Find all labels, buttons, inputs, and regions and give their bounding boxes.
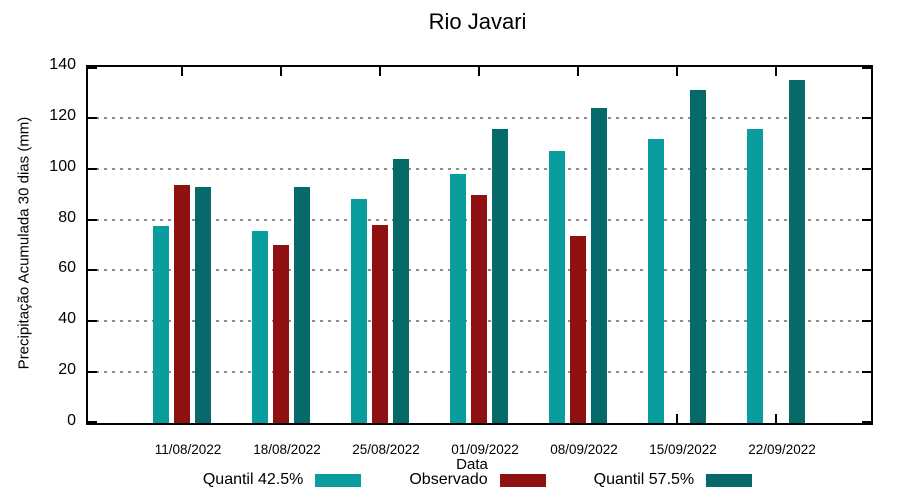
- legend-label: Quantil 57.5%: [593, 471, 695, 488]
- bar-quantil-57.5-: [492, 129, 508, 423]
- y-tick-right: [862, 320, 871, 323]
- legend-entry: Quantil 57.5%: [594, 471, 753, 489]
- gridline-100: [88, 167, 871, 170]
- legend-entry: Observado: [409, 471, 546, 489]
- bar-quantil-57.5-: [789, 79, 805, 423]
- y-tick-right: [862, 67, 871, 69]
- bar-quantil-57.5-: [294, 186, 310, 423]
- bar-quantil-42.5-: [648, 139, 664, 423]
- x-tick-label: 08/09/2022: [550, 442, 618, 457]
- x-tick-top: [676, 67, 678, 76]
- y-tick-label: 20: [58, 361, 76, 379]
- x-tick-bottom: [676, 414, 678, 423]
- x-tick-top: [478, 67, 480, 76]
- legend-entry: Quantil 42.5%: [203, 471, 362, 489]
- y-tick-right: [862, 218, 871, 221]
- y-tick-right: [862, 167, 871, 170]
- legend-label: Quantil 42.5%: [202, 471, 304, 488]
- y-tick-right: [862, 371, 871, 374]
- bar-observado: [372, 224, 388, 423]
- x-tick-label: 25/08/2022: [352, 442, 420, 457]
- bar-quantil-42.5-: [153, 225, 169, 423]
- chart-title: Rio Javari: [428, 9, 527, 34]
- gridline-120: [88, 116, 871, 119]
- x-tick-label: 01/09/2022: [451, 442, 519, 457]
- y-tick-left: [88, 116, 97, 119]
- y-tick-left: [88, 320, 97, 323]
- x-tick-label: 22/09/2022: [748, 442, 816, 457]
- legend-swatch: [706, 473, 753, 487]
- bar-observado: [471, 195, 487, 423]
- x-tick-bottom: [775, 414, 777, 423]
- x-tick-top: [280, 67, 282, 76]
- x-axis-label: Data: [456, 456, 488, 473]
- bar-quantil-57.5-: [591, 107, 607, 423]
- legend: Quantil 42.5% Observado Quantil 57.5%: [86, 471, 869, 489]
- y-tick-right: [862, 269, 871, 272]
- y-tick-label: 0: [67, 412, 76, 429]
- y-tick-left: [88, 371, 97, 374]
- bar-quantil-57.5-: [195, 186, 211, 423]
- y-axis-label: Precipitação Acumulada 30 dias (mm): [15, 116, 33, 370]
- bar-quantil-42.5-: [252, 231, 268, 423]
- x-tick-top: [379, 67, 381, 76]
- y-tick-label: 60: [58, 259, 76, 277]
- y-tick-left: [88, 421, 97, 423]
- y-tick-label: 140: [49, 56, 76, 73]
- plot-area: [86, 65, 873, 425]
- x-tick-top: [775, 67, 777, 76]
- legend-label: Observado: [409, 471, 488, 488]
- y-tick-left: [88, 167, 97, 170]
- y-tick-right: [862, 421, 871, 423]
- y-tick-right: [862, 116, 871, 119]
- x-tick-top: [577, 67, 579, 76]
- y-tick-label: 120: [49, 106, 76, 124]
- y-tick-left: [88, 269, 97, 272]
- x-tick-label: 11/08/2022: [154, 442, 222, 457]
- bar-quantil-42.5-: [549, 150, 565, 423]
- x-tick-label: 15/09/2022: [649, 442, 717, 457]
- bar-observado: [174, 185, 190, 423]
- y-tick-left: [88, 218, 97, 221]
- legend-swatch: [499, 473, 546, 487]
- bar-quantil-42.5-: [450, 173, 466, 423]
- x-tick-top: [181, 67, 183, 76]
- y-tick-label: 40: [58, 310, 76, 328]
- x-tick-label: 18/08/2022: [253, 442, 321, 457]
- bar-quantil-57.5-: [393, 158, 409, 423]
- y-tick-label: 100: [49, 157, 76, 175]
- bar-quantil-57.5-: [690, 89, 706, 423]
- bar-quantil-42.5-: [351, 199, 367, 423]
- bar-observado: [273, 245, 289, 423]
- y-tick-left: [88, 67, 97, 69]
- y-tick-label: 80: [58, 208, 76, 226]
- bar-observado: [570, 236, 586, 423]
- legend-swatch: [315, 473, 362, 487]
- bar-quantil-42.5-: [747, 129, 763, 423]
